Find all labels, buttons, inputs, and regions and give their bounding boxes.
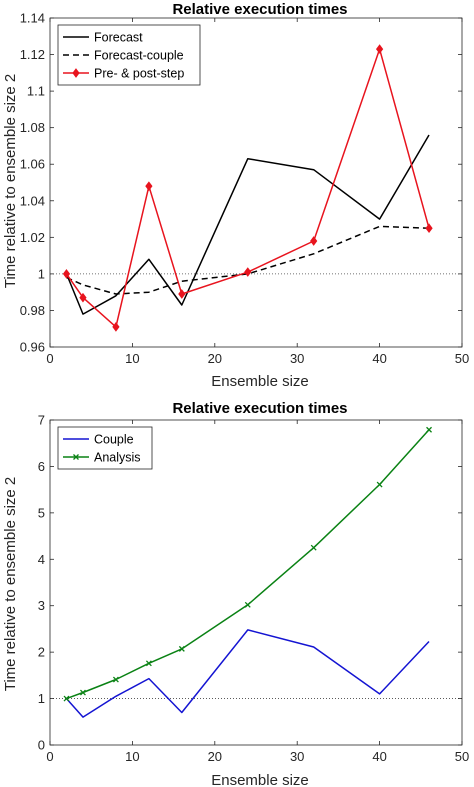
chart-1-ylabel: Time relative to ensemble size 2 xyxy=(2,74,19,289)
chart-1-series-pre-post-step-point xyxy=(62,269,71,279)
chart-2-ytick-label: 7 xyxy=(38,413,45,428)
chart-2-title: Relative execution times xyxy=(172,400,347,417)
chart-1-legend-label-forecast-couple: Forecast-couple xyxy=(94,49,184,63)
chart-1-series-pre-post-step-point xyxy=(145,181,153,191)
chart-1-legend-marker-pre-post-step xyxy=(72,68,80,78)
chart-1-series-pre-post-step-point xyxy=(178,289,186,299)
chart-2-legend-label-analysis: Analysis xyxy=(94,451,141,465)
chart-1-xtick-label: 30 xyxy=(290,351,304,366)
chart-2-xtick-label: 40 xyxy=(372,749,386,764)
chart-1-ytick-label: 1.14 xyxy=(20,11,45,26)
chart-2-series-analysis-point xyxy=(112,676,119,683)
chart-1-xtick-label: 10 xyxy=(125,351,139,366)
chart-1-xtick-label: 20 xyxy=(208,351,222,366)
chart-1-legend-label-pre-post-step: Pre- & post-step xyxy=(94,67,184,81)
chart-2-ytick-label: 0 xyxy=(38,738,45,753)
chart-1-ytick-label: 1.1 xyxy=(27,84,45,99)
chart-1-xtick-label: 40 xyxy=(372,351,386,366)
chart-1-series-pre-post-step-point xyxy=(310,236,318,246)
chart-2-xtick-label: 20 xyxy=(208,749,222,764)
chart-1-legend-label-forecast: Forecast xyxy=(94,31,143,45)
chart-2-ytick-label: 4 xyxy=(38,552,45,567)
chart-2-legend xyxy=(57,426,153,470)
chart-2-ylabel: Time relative to ensemble size 2 xyxy=(2,477,19,692)
chart-1-ytick-label: 1 xyxy=(38,266,45,281)
chart-2-series-analysis-point xyxy=(63,695,70,702)
chart-1-ytick-label: 1.02 xyxy=(20,230,45,245)
chart-1-ytick-label: 1.06 xyxy=(20,157,45,172)
chart-1-legend xyxy=(57,24,201,86)
chart-2-legend-marker-analysis xyxy=(73,454,79,460)
chart-2-ytick-label: 6 xyxy=(38,459,45,474)
chart-1-title: Relative execution times xyxy=(172,1,347,18)
chart-1: Relative execution times Ensemble size T… xyxy=(2,1,469,390)
chart-1-ytick-label: 1.04 xyxy=(20,193,45,208)
chart-2-axes-box xyxy=(49,419,463,746)
chart-1-series-pre-post-step-point xyxy=(79,292,87,303)
chart-2-xtick-label: 0 xyxy=(46,749,53,764)
chart-2-series-analysis-point xyxy=(244,601,251,608)
chart-2-series-analysis-point xyxy=(376,481,383,488)
chart-1-plot: 0 10 20 30 40 50 0.96 0.98 1 1.02 1.04 1.06 1.08 1.1 1… xyxy=(20,11,470,367)
chart-1-ytick-label: 1.08 xyxy=(20,120,45,135)
chart-1-series-pre-post-step-point xyxy=(425,223,433,234)
chart-2-plot: 0 10 20 30 40 50 0 1 2 3 4 5 6 7 Couple Analysis xyxy=(38,413,469,765)
chart-1-series-pre-post-step-point xyxy=(375,44,384,54)
chart-1-ytick-label: 0.96 xyxy=(20,340,45,355)
chart-2-ytick-label: 2 xyxy=(38,645,45,660)
chart-2-series-analysis-point xyxy=(145,660,152,667)
chart-1-xtick-label: 50 xyxy=(455,351,469,366)
chart-2-ytick-label: 3 xyxy=(38,598,45,613)
chart-2-xtick-label: 50 xyxy=(455,749,469,764)
chart-2: Relative execution times Ensemble size T… xyxy=(2,400,469,787)
chart-2-ytick-label: 5 xyxy=(38,505,45,520)
chart-2-series-analysis-point xyxy=(80,689,86,696)
chart-2-ytick-label: 1 xyxy=(38,691,45,706)
chart-2-series-analysis-point xyxy=(178,645,185,652)
chart-1-xlabel: Ensemble size xyxy=(211,373,309,390)
chart-2-xlabel: Ensemble size xyxy=(211,772,309,787)
chart-1-ytick-label: 1.12 xyxy=(20,47,45,62)
chart-2-xtick-label: 10 xyxy=(125,749,139,764)
chart-1-series-pre-post-step-point xyxy=(112,322,120,332)
chart-2-series-couple-line xyxy=(65,629,430,718)
chart-2-series-analysis-point xyxy=(426,426,432,433)
chart-1-series-pre-post-step-point xyxy=(244,267,252,277)
chart-1-xtick-label: 0 xyxy=(46,351,53,366)
chart-2-xtick-label: 30 xyxy=(290,749,304,764)
chart-1-ytick-label: 0.98 xyxy=(20,303,45,318)
chart-2-legend-label-couple: Couple xyxy=(94,433,134,447)
chart-2-series-analysis-point xyxy=(310,544,317,551)
chart-1-series-forecast-couple-line xyxy=(66,225,430,295)
